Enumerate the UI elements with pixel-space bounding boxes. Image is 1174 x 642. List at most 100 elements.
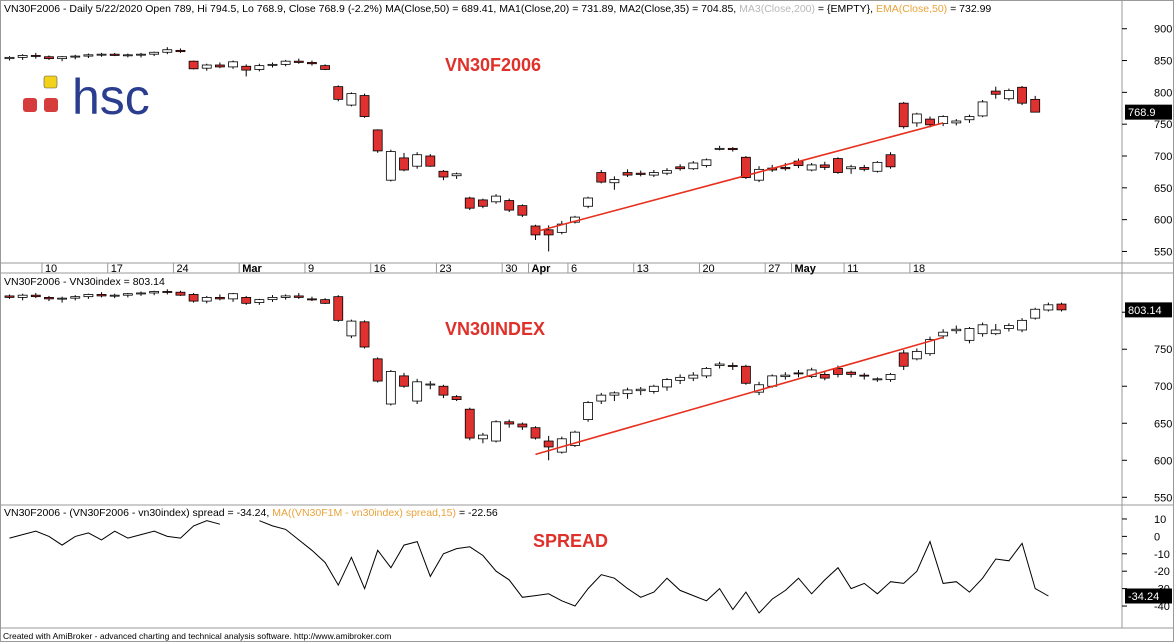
candle-up xyxy=(1043,304,1054,311)
candle-up xyxy=(96,53,107,56)
last-value-box xyxy=(1125,104,1172,120)
candle-up xyxy=(1017,319,1027,331)
candle-down xyxy=(477,199,488,207)
candle-up xyxy=(872,378,883,381)
panel3-title: SPREAD xyxy=(533,531,608,551)
candle-down xyxy=(425,155,436,167)
panel1-candles xyxy=(4,47,1041,252)
candle-down xyxy=(898,102,909,128)
candle-down xyxy=(109,53,120,56)
candle-up xyxy=(1004,90,1014,100)
candle-up xyxy=(938,331,949,337)
candle-down xyxy=(399,157,409,171)
candle-down xyxy=(30,55,41,57)
candle-up xyxy=(911,351,922,360)
candle-down xyxy=(833,368,843,375)
candle-down xyxy=(188,294,199,302)
candle-up xyxy=(385,371,396,405)
date-label: Apr xyxy=(532,263,552,275)
candle-down xyxy=(596,172,607,183)
candle-up xyxy=(477,434,488,440)
candle-up xyxy=(254,65,265,70)
candle-up xyxy=(609,179,620,184)
date-axis-labels: 10 17 24 Mar 9 16 23 30 Apr 6 13 20 27 May 11 18 xyxy=(41,263,925,275)
candle-down xyxy=(241,65,252,71)
candle-down xyxy=(859,374,870,377)
candle-down xyxy=(819,164,830,168)
logo-yellow-square xyxy=(43,75,58,89)
candle-down xyxy=(438,385,449,396)
candle-up xyxy=(911,113,922,124)
logo-red-square-right xyxy=(44,98,58,112)
candle-down xyxy=(438,170,449,178)
candle-up xyxy=(136,53,146,56)
candle-down xyxy=(307,298,317,301)
candle-down xyxy=(859,167,870,170)
candle-down xyxy=(543,229,554,236)
ytick-label: -40 xyxy=(1154,601,1170,613)
candle-up xyxy=(688,374,699,379)
candle-up xyxy=(254,299,265,303)
date-label: Mar xyxy=(242,263,262,275)
date-label: 30 xyxy=(505,263,517,275)
panel1-gridlines xyxy=(1122,28,1127,252)
ytick-label: 650 xyxy=(1154,418,1172,430)
candle-down xyxy=(175,49,186,53)
candle-up xyxy=(280,295,291,298)
date-label: 13 xyxy=(637,263,649,275)
date-label: 10 xyxy=(45,263,57,275)
candle-up xyxy=(977,324,988,335)
panel2-candles xyxy=(4,289,1067,461)
candle-down xyxy=(530,427,541,439)
ytick-label: 800 xyxy=(1154,87,1172,99)
candle-down xyxy=(359,95,370,117)
trendline xyxy=(535,336,944,456)
footer-credit: Created with AmiBroker - advanced charti… xyxy=(3,631,391,641)
candle-up xyxy=(714,147,725,150)
candle-up xyxy=(1004,325,1014,329)
candle-down xyxy=(333,296,344,321)
price-axis-labels: 5506006507007508008509005506006507007508… xyxy=(1154,24,1172,613)
date-label: 17 xyxy=(111,263,123,275)
last-value-box xyxy=(1125,302,1172,318)
candle-up xyxy=(17,294,28,298)
candle-down xyxy=(517,205,528,216)
last-value-labels: 768.9 803.14 -34.24 xyxy=(1125,104,1172,604)
panel3-spread-lines xyxy=(9,520,1049,614)
date-label: 9 xyxy=(308,263,314,275)
candle-up xyxy=(346,93,357,106)
candle-up xyxy=(662,170,672,174)
candle-down xyxy=(372,358,383,382)
candle-up xyxy=(228,61,238,68)
ytick-label: 900 xyxy=(1154,24,1172,36)
candle-down xyxy=(543,440,554,448)
ytick-label: -10 xyxy=(1154,549,1170,561)
candle-up xyxy=(4,56,15,60)
candle-up xyxy=(583,197,593,207)
candle-up xyxy=(451,173,462,177)
candle-up xyxy=(83,294,94,298)
candle-up xyxy=(267,297,278,301)
candle-up xyxy=(688,162,699,170)
trendlines xyxy=(535,122,944,456)
candle-down xyxy=(846,371,856,375)
candle-down xyxy=(504,200,515,211)
candle-down xyxy=(504,421,515,425)
ytick-label: 850 xyxy=(1154,56,1172,68)
candle-down xyxy=(464,197,475,209)
candle-up xyxy=(149,291,160,294)
ytick-label: 750 xyxy=(1154,119,1172,131)
candle-up xyxy=(596,394,607,402)
candle-up xyxy=(925,339,935,355)
candle-up xyxy=(109,294,120,297)
candle-down xyxy=(214,297,225,300)
candle-up xyxy=(938,116,949,124)
candle-up xyxy=(754,168,764,181)
candle-down xyxy=(293,60,304,63)
date-label: 16 xyxy=(374,263,386,275)
date-label: May xyxy=(795,263,817,275)
candle-down xyxy=(214,64,225,68)
candle-down xyxy=(188,60,199,70)
hsc-logo: hsc xyxy=(23,69,150,125)
candle-down xyxy=(96,294,107,297)
